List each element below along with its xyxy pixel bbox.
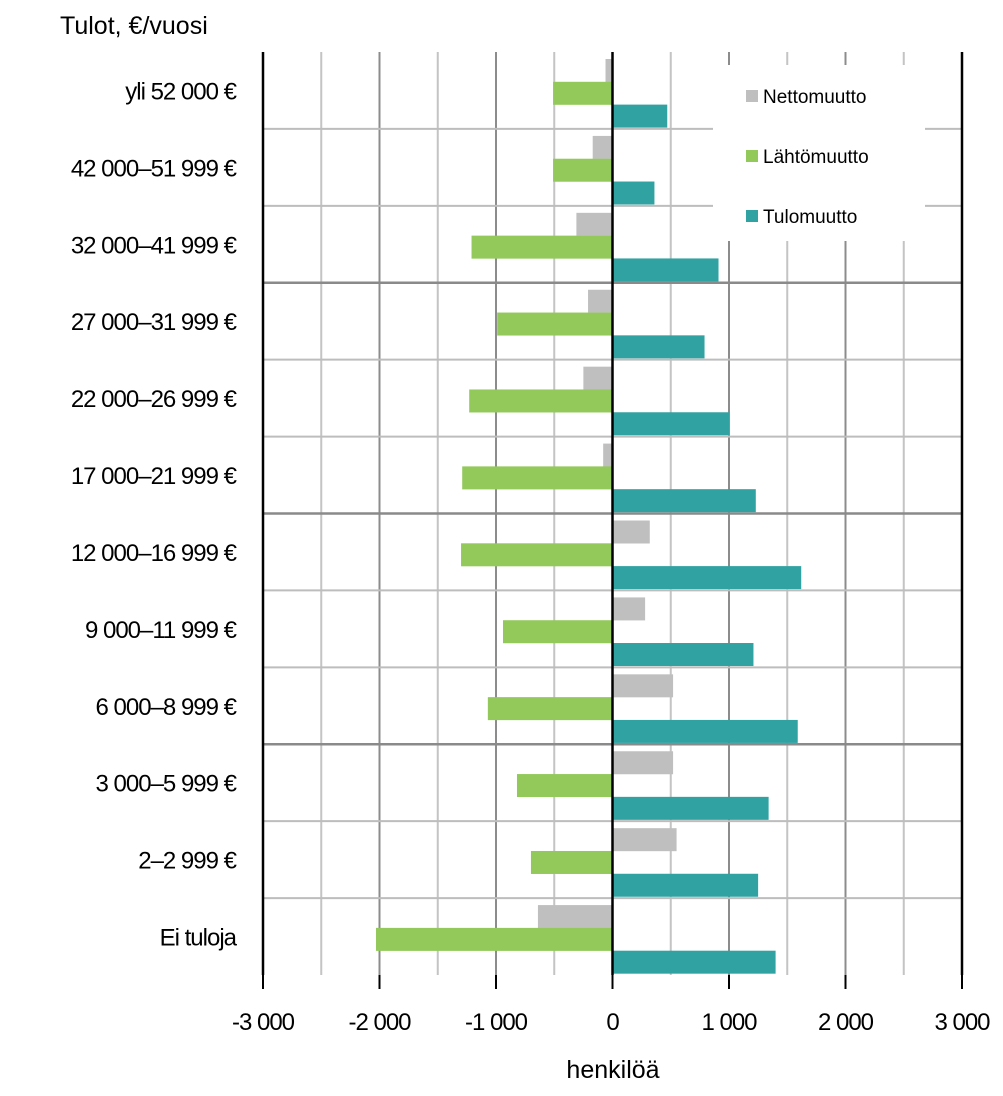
bar-tulomuutto-3 xyxy=(612,335,705,359)
legend-label-lähtömuutto: Lähtömuutto xyxy=(763,147,869,168)
bar-lähtömuutto-5 xyxy=(462,466,613,490)
bar-tulomuutto-4 xyxy=(612,412,729,436)
category-label: 6 000–8 999 € xyxy=(96,694,238,721)
category-label: 2–2 999 € xyxy=(138,848,237,875)
category-label: 9 000–11 999 € xyxy=(85,617,238,644)
bar-tulomuutto-0 xyxy=(612,104,668,128)
bar-tulomuutto-11 xyxy=(612,950,776,974)
x-tick-label: -2 000 xyxy=(348,1009,411,1036)
x-tick-label: 2 000 xyxy=(818,1009,874,1036)
category-label: yli 52 000 € xyxy=(125,78,237,105)
category-label: 32 000–41 999 € xyxy=(71,232,238,259)
bar-nettomuutto-11 xyxy=(537,905,613,929)
bar-lähtömuutto-8 xyxy=(487,697,613,721)
bar-nettomuutto-10 xyxy=(612,828,677,852)
bar-tulomuutto-5 xyxy=(612,489,756,513)
bar-lähtömuutto-9 xyxy=(516,774,613,798)
bar-tulomuutto-10 xyxy=(612,873,759,897)
bar-lähtömuutto-2 xyxy=(471,235,613,259)
legend: Nettomuutto Lähtömuutto Tulomuutto xyxy=(713,65,925,241)
x-axis-title: henkilöä xyxy=(566,1056,659,1084)
category-label: 12 000–16 999 € xyxy=(71,540,238,567)
x-tick-label: 0 xyxy=(606,1009,619,1036)
category-label: 17 000–21 999 € xyxy=(71,463,238,490)
bar-lähtömuutto-0 xyxy=(553,81,613,105)
bar-tulomuutto-2 xyxy=(612,258,719,282)
legend-label-tulomuutto: Tulomuutto xyxy=(763,207,857,228)
legend-swatch-lähtömuutto xyxy=(746,150,758,162)
bar-tulomuutto-8 xyxy=(612,719,798,743)
category-label: 22 000–26 999 € xyxy=(71,386,238,413)
bar-nettomuutto-9 xyxy=(612,751,674,775)
bar-nettomuutto-3 xyxy=(588,289,613,313)
bar-lähtömuutto-4 xyxy=(469,389,613,413)
bar-lähtömuutto-3 xyxy=(497,312,613,336)
bar-lähtömuutto-1 xyxy=(553,158,613,182)
x-tick-label: 1 000 xyxy=(701,1009,757,1036)
legend-label-nettomuutto: Nettomuutto xyxy=(763,87,867,108)
category-label: 27 000–31 999 € xyxy=(71,309,238,336)
bar-nettomuutto-0 xyxy=(605,59,613,82)
legend-swatch-tulomuutto xyxy=(746,210,758,222)
y-axis-title: Tulot, €/vuosi xyxy=(60,12,208,40)
category-label: 42 000–51 999 € xyxy=(71,155,238,182)
bar-tulomuutto-1 xyxy=(612,181,655,205)
bar-nettomuutto-8 xyxy=(612,674,674,698)
bar-tulomuutto-9 xyxy=(612,796,769,820)
bar-lähtömuutto-6 xyxy=(461,543,613,567)
bar-nettomuutto-1 xyxy=(592,135,613,159)
bar-tulomuutto-7 xyxy=(612,643,754,667)
bar-lähtömuutto-10 xyxy=(530,850,613,874)
bar-nettomuutto-2 xyxy=(576,212,613,236)
bar-lähtömuutto-11 xyxy=(376,927,613,951)
x-tick-label: -1 000 xyxy=(465,1009,528,1036)
x-tick-label: 3 000 xyxy=(934,1009,990,1036)
bar-nettomuutto-7 xyxy=(612,597,646,621)
category-label: 3 000–5 999 € xyxy=(96,771,238,798)
category-label: Ei tuloja xyxy=(160,925,238,952)
x-tick-label: -3 000 xyxy=(232,1009,295,1036)
bar-lähtömuutto-7 xyxy=(502,620,613,644)
bar-nettomuutto-6 xyxy=(612,520,650,544)
bar-tulomuutto-6 xyxy=(612,566,802,590)
bar-nettomuutto-4 xyxy=(583,366,613,390)
bar-nettomuutto-5 xyxy=(603,443,613,467)
legend-swatch-nettomuutto xyxy=(746,90,758,102)
